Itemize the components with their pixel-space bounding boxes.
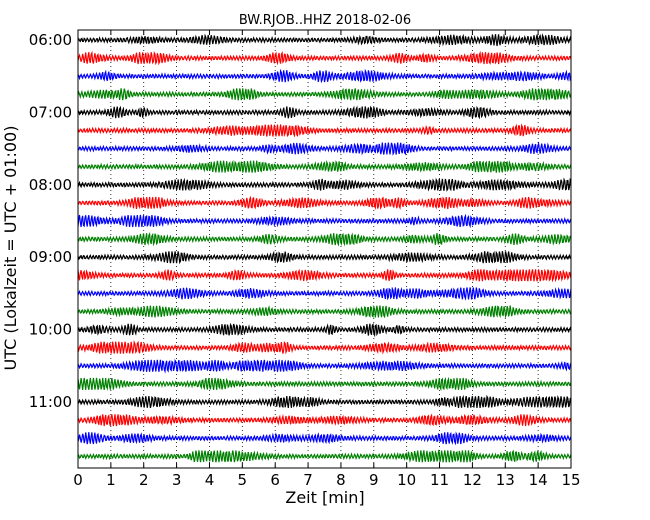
chart-title: BW.RJOB..HHZ 2018-02-06 — [239, 13, 411, 28]
y-tick-label: 11:00 — [29, 393, 72, 411]
x-tick-label: 15 — [561, 471, 580, 489]
plot-frame — [77, 29, 572, 469]
trace-line — [77, 33, 572, 47]
trace-line — [77, 141, 572, 156]
trace-line — [77, 68, 572, 84]
x-tick-label: 8 — [336, 471, 346, 489]
trace-line — [77, 105, 572, 120]
y-tick-label: 08:00 — [29, 176, 72, 194]
trace-line — [77, 394, 572, 409]
trace-line — [77, 340, 572, 355]
y-axis-label: UTC (Lokalzeit = UTC + 01:00) — [1, 126, 20, 371]
trace-line — [77, 286, 572, 301]
trace-line — [77, 177, 572, 192]
y-tick-label: 10:00 — [29, 321, 72, 339]
axis-ticks: 0 1 2 3 4 5 6 7 8 9 10 11 12 13 14 1506:0007:0008:0009:… — [29, 30, 581, 489]
x-tick-label: 5 — [238, 471, 248, 489]
seismic-traces — [77, 33, 572, 463]
y-tick-label: 09:00 — [29, 248, 72, 266]
trace-line — [77, 123, 572, 138]
x-tick-label: 10 — [397, 471, 416, 489]
x-tick-label: 14 — [529, 471, 548, 489]
y-tick-label: 07:00 — [29, 103, 72, 121]
trace-line — [77, 431, 572, 446]
x-tick-label: 13 — [496, 471, 515, 489]
trace-line — [77, 413, 572, 427]
trace-line — [77, 50, 572, 66]
trace-line — [77, 87, 572, 101]
x-tick-label: 1 — [106, 471, 116, 489]
x-tick-label: 12 — [463, 471, 482, 489]
x-tick-label: 4 — [205, 471, 215, 489]
x-axis-label: Zeit [min] — [285, 488, 364, 507]
y-tick-label: 06:00 — [29, 31, 72, 49]
trace-line — [77, 232, 572, 247]
x-tick-label: 11 — [430, 471, 449, 489]
trace-line — [77, 213, 572, 229]
trace-line — [77, 195, 572, 211]
x-tick-label: 9 — [369, 471, 379, 489]
x-tick-label: 0 — [73, 471, 83, 489]
trace-line — [77, 358, 572, 374]
x-tick-label: 7 — [303, 471, 313, 489]
trace-line — [77, 449, 572, 463]
trace-line — [77, 250, 572, 265]
trace-line — [77, 268, 572, 283]
x-tick-label: 6 — [270, 471, 280, 489]
trace-line — [77, 322, 572, 338]
x-tick-label: 2 — [139, 471, 149, 489]
x-tick-label: 3 — [172, 471, 182, 489]
trace-line — [77, 304, 572, 319]
trace-line — [77, 159, 572, 174]
trace-line — [77, 376, 572, 392]
